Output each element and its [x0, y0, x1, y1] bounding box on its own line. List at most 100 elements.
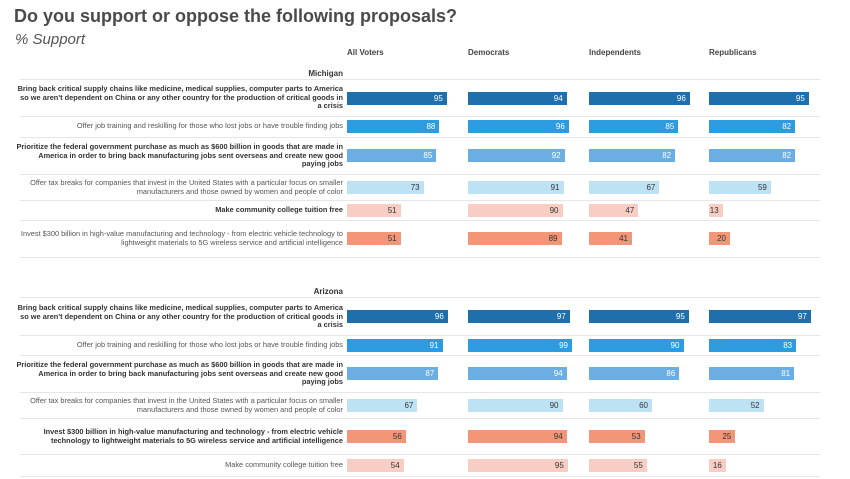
bar: 90 [468, 399, 563, 412]
column-header: All Voters [347, 48, 384, 57]
bar-value-label: 85 [665, 122, 675, 131]
row-label: Bring back critical supply chains like m… [17, 303, 343, 330]
bar-value-label: 67 [404, 401, 414, 410]
row-label: Prioritize the federal government purcha… [16, 360, 343, 387]
bar-value-label: 96 [434, 312, 444, 321]
bar-value-label: 67 [646, 183, 656, 192]
bar-value-label: 82 [782, 151, 792, 160]
bar: 54 [347, 459, 404, 472]
row-divider [20, 335, 820, 336]
bar-value-label: 97 [797, 312, 807, 321]
bar-value-label: 81 [781, 369, 791, 378]
bar: 94 [468, 92, 567, 105]
bar: 55 [589, 459, 647, 472]
row-divider [20, 200, 820, 201]
bar-value-label: 89 [548, 234, 558, 243]
bar: 95 [589, 310, 689, 323]
bar-value-label: 94 [553, 432, 563, 441]
bar-value-label: 60 [639, 401, 648, 410]
bar-value-label: 82 [782, 122, 792, 131]
row-divider [20, 220, 820, 221]
bar: 90 [589, 339, 684, 352]
section-header: Arizona [313, 287, 343, 296]
bar: 91 [347, 339, 443, 352]
bar: 82 [709, 120, 796, 133]
bar: 56 [347, 430, 406, 443]
bar-value-label: 41 [619, 234, 628, 243]
bar: 16 [709, 459, 726, 472]
bar-value-label: 95 [433, 94, 443, 103]
bar: 47 [589, 204, 639, 217]
bar: 60 [589, 399, 652, 412]
row-label: Invest $300 billion in high-value manufa… [43, 427, 343, 445]
bar: 89 [468, 232, 562, 245]
bar-value-label: 82 [662, 151, 672, 160]
bar: 25 [709, 430, 736, 443]
bar: 90 [468, 204, 563, 217]
column-header: Democrats [468, 48, 510, 57]
bar: 67 [589, 181, 660, 194]
bar: 95 [468, 459, 568, 472]
bar: 82 [709, 149, 796, 162]
bar: 94 [468, 430, 567, 443]
bar-value-label: 88 [426, 122, 436, 131]
row-label: Make community college tuition free [215, 205, 343, 214]
bar-value-label: 92 [551, 151, 561, 160]
bar: 86 [589, 367, 680, 380]
bar-value-label: 51 [387, 234, 397, 243]
bar: 52 [709, 399, 764, 412]
bar-value-label: 90 [549, 206, 559, 215]
column-header: Republicans [709, 48, 757, 57]
row-label: Invest $300 billion in high-value manufa… [20, 229, 343, 247]
bar-value-label: 59 [757, 183, 767, 192]
row-divider [20, 392, 820, 393]
bar-value-label: 20 [717, 234, 726, 243]
bar-value-label: 90 [670, 341, 680, 350]
bar: 20 [709, 232, 730, 245]
row-divider [20, 257, 820, 258]
row-label: Offer tax breaks for companies that inve… [30, 396, 343, 414]
bar-value-label: 73 [410, 183, 420, 192]
row-divider [20, 476, 820, 477]
bar-value-label: 96 [555, 122, 565, 131]
bar-value-label: 99 [559, 341, 568, 350]
bar: 95 [347, 92, 447, 105]
bar-value-label: 53 [631, 432, 641, 441]
row-divider [20, 116, 820, 117]
row-divider [20, 355, 820, 356]
column-header: Independents [589, 48, 642, 57]
bar-value-label: 87 [425, 369, 435, 378]
bar-value-label: 90 [549, 401, 559, 410]
row-label: Offer job training and reskilling for th… [76, 121, 343, 130]
bar-value-label: 83 [783, 341, 793, 350]
bar: 85 [347, 149, 437, 162]
row-label: Prioritize the federal government purcha… [16, 142, 343, 169]
bar-value-label: 94 [553, 369, 563, 378]
bar: 96 [468, 120, 569, 133]
bar: 94 [468, 367, 567, 380]
bar: 41 [589, 232, 632, 245]
bar: 95 [709, 92, 809, 105]
bar: 13 [709, 204, 723, 217]
bar-value-label: 47 [625, 206, 635, 215]
bar-value-label: 91 [550, 183, 560, 192]
bar-value-label: 13 [709, 206, 719, 215]
row-divider [20, 418, 820, 419]
bar: 97 [709, 310, 811, 323]
bar: 51 [347, 204, 401, 217]
chart-title: Do you support or oppose the following p… [14, 6, 457, 26]
row-divider [20, 137, 820, 138]
bar-value-label: 95 [675, 312, 685, 321]
row-label: Bring back critical supply chains like m… [17, 84, 343, 111]
bar: 85 [589, 120, 679, 133]
bar: 87 [347, 367, 439, 380]
bar: 83 [709, 339, 797, 352]
bar: 59 [709, 181, 771, 194]
bar: 91 [468, 181, 564, 194]
row-divider [20, 297, 820, 298]
bar-value-label: 51 [387, 206, 397, 215]
bar: 99 [468, 339, 572, 352]
bar: 82 [589, 149, 676, 162]
bar-value-label: 54 [390, 461, 400, 470]
bar-value-label: 55 [633, 461, 643, 470]
